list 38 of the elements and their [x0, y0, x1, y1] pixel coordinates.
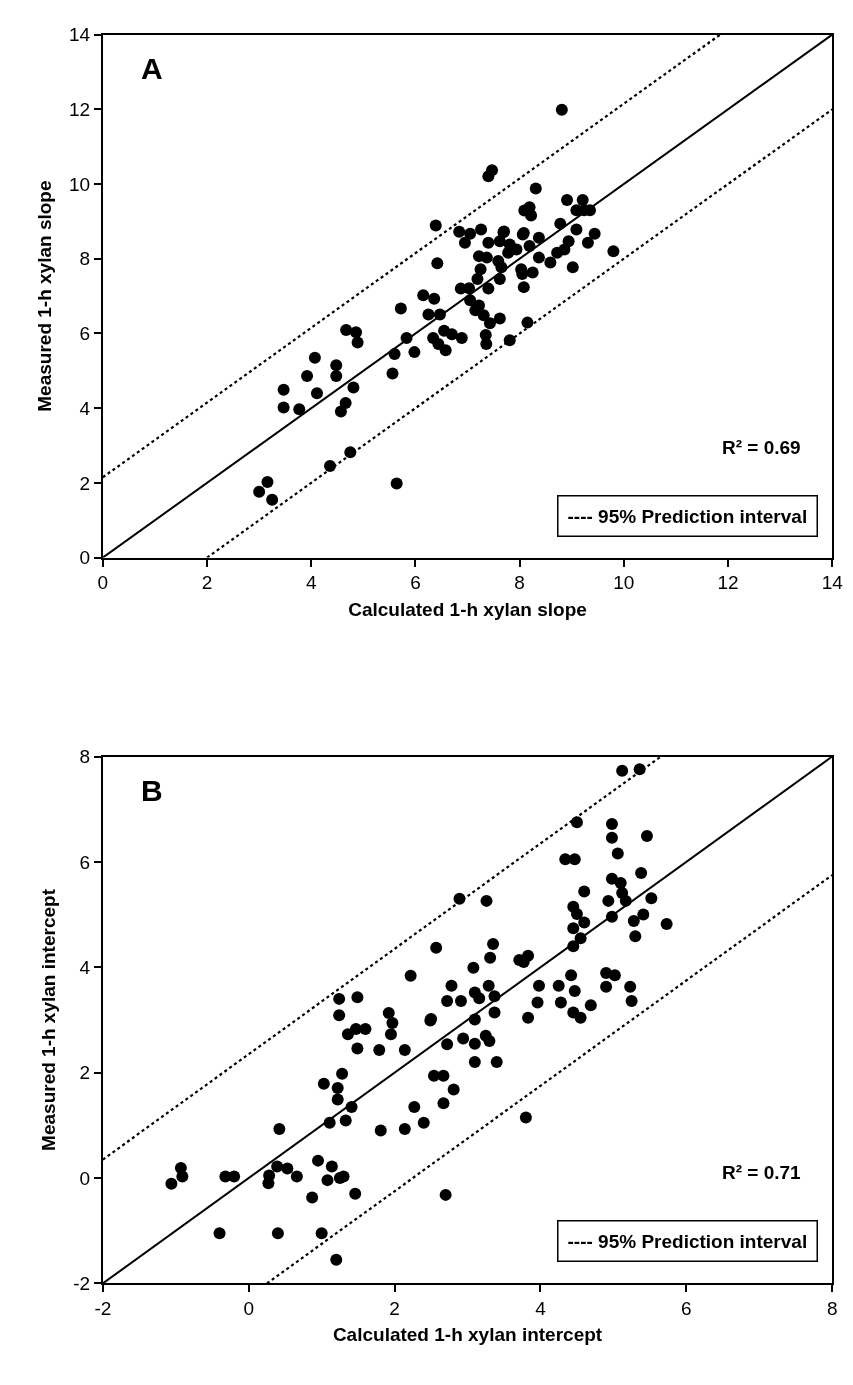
x-tick-label: 10 — [613, 572, 635, 594]
y-tick-label: 2 — [79, 472, 91, 494]
annotation: B — [141, 774, 163, 807]
x-axis-title: Calculated 1-h xylan intercept — [332, 1324, 603, 1346]
annotation: ---- 95% Prediction interval — [567, 1230, 808, 1252]
x-tick-label: 2 — [201, 572, 213, 594]
y-axis-title: Measured 1-h xylan slope — [34, 180, 56, 412]
y-tick-label: 12 — [68, 98, 91, 120]
x-tick-label: 2 — [389, 1298, 400, 1320]
y-tick-label: 4 — [79, 956, 91, 978]
y-tick-label: 0 — [79, 547, 91, 569]
y-tick-label: 10 — [68, 173, 91, 195]
y-tick-label: 4 — [79, 397, 91, 419]
y-tick-label: 6 — [79, 851, 91, 873]
x-tick-label: 14 — [821, 572, 844, 594]
annotation: R² = 0.69 — [722, 437, 801, 458]
x-tick-label: 4 — [535, 1298, 547, 1320]
x-tick-label: 8 — [826, 1298, 838, 1320]
y-tick-label: 6 — [79, 323, 91, 345]
x-tick-label: 6 — [410, 572, 421, 594]
x-tick-label: 12 — [717, 572, 739, 594]
y-tick-label: 8 — [79, 746, 91, 768]
x-tick-label: 0 — [97, 572, 109, 594]
x-tick-label: 8 — [514, 572, 525, 594]
y-tick-label: -2 — [73, 1273, 91, 1295]
y-tick-label: 0 — [79, 1167, 91, 1189]
y-tick-label: 8 — [79, 248, 91, 270]
y-tick-label: 14 — [68, 24, 91, 46]
x-tick-label: 6 — [681, 1298, 692, 1320]
x-axis-title: Calculated 1-h xylan slope — [348, 598, 587, 620]
annotation: ---- 95% Prediction interval — [567, 505, 808, 527]
y-axis-title: Measured 1-h xylan intercept — [38, 888, 60, 1151]
x-tick-label: -2 — [94, 1298, 112, 1320]
x-tick-label: 0 — [243, 1298, 255, 1320]
y-tick-label: 2 — [79, 1062, 91, 1084]
x-tick-label: 4 — [305, 572, 317, 594]
annotation: R² = 0.71 — [722, 1162, 802, 1183]
annotation: A — [141, 52, 163, 85]
